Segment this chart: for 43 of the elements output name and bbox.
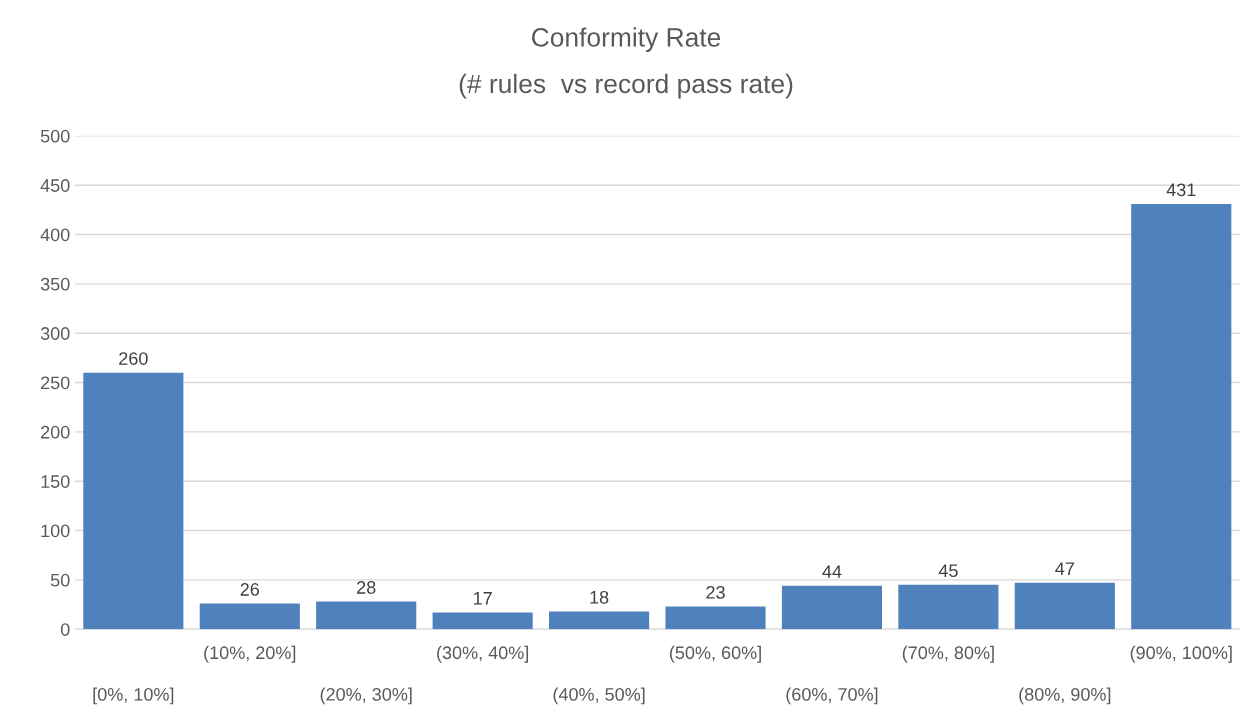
x-tick-label: (60%, 70%]	[786, 687, 878, 705]
x-tick-label: (70%, 80%]	[902, 645, 994, 663]
y-tick-label: 400	[40, 228, 70, 242]
x-tick-label: (80%, 90%]	[1019, 687, 1111, 705]
bar	[199, 603, 300, 630]
bar	[316, 601, 417, 630]
y-tick-label: 500	[40, 129, 70, 143]
chart-title: Conformity Rate	[532, 27, 721, 52]
bar	[781, 585, 883, 630]
x-tick-label: [0%, 10%]	[93, 687, 174, 705]
data-label: 17	[473, 592, 492, 605]
bar	[83, 372, 184, 630]
x-tick-label: (30%, 40%]	[437, 645, 529, 663]
x-tick-label: (10%, 20%]	[204, 645, 296, 663]
chart-subtitle: (# rules vs record pass rate)	[459, 73, 793, 99]
y-tick-label: 50	[50, 573, 70, 587]
bar	[1014, 582, 1115, 630]
data-label: 28	[357, 581, 376, 594]
y-tick-label: 200	[41, 425, 70, 439]
bar	[432, 612, 533, 630]
x-tick-label: (40%, 50%]	[553, 687, 645, 705]
bar	[549, 611, 650, 630]
bar	[898, 584, 999, 630]
x-tick-label: (20%, 30%]	[320, 687, 412, 705]
y-tick-label: 0	[60, 623, 70, 636]
x-tick-label: (90%, 100%]	[1130, 645, 1232, 663]
y-tick-label: 300	[40, 327, 70, 340]
bar	[665, 606, 766, 630]
y-tick-label: 350	[40, 277, 70, 291]
data-label: 18	[590, 590, 609, 604]
data-label: 23	[706, 585, 725, 599]
y-tick-label: 150	[41, 475, 70, 488]
data-label: 260	[119, 352, 148, 365]
y-tick-label: 450	[40, 179, 70, 192]
data-label: 47	[1055, 562, 1074, 575]
data-label: 44	[822, 565, 842, 578]
y-tick-label: 250	[41, 376, 70, 390]
y-tick-label: 100	[41, 524, 70, 538]
data-label: 26	[240, 583, 260, 596]
bar	[1131, 203, 1232, 630]
data-label: 45	[938, 564, 958, 578]
x-tick-label: (50%, 60%]	[669, 645, 761, 663]
data-label: 431	[1166, 183, 1196, 197]
